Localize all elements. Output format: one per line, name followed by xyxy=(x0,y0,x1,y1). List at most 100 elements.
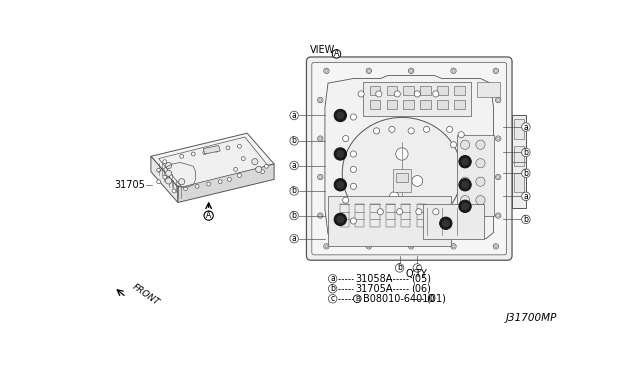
Circle shape xyxy=(290,211,298,220)
Text: FRONT: FRONT xyxy=(130,282,161,307)
Circle shape xyxy=(390,192,399,201)
Text: a: a xyxy=(292,234,296,243)
Text: (05): (05) xyxy=(411,274,431,284)
Ellipse shape xyxy=(342,118,461,229)
Bar xyxy=(458,135,494,216)
Circle shape xyxy=(324,244,329,249)
Circle shape xyxy=(195,185,199,188)
Circle shape xyxy=(376,91,382,97)
Circle shape xyxy=(447,126,452,132)
Circle shape xyxy=(237,144,241,148)
Circle shape xyxy=(207,182,211,186)
Text: b: b xyxy=(397,263,402,272)
Circle shape xyxy=(166,170,172,176)
Circle shape xyxy=(350,151,356,157)
Text: b: b xyxy=(292,211,296,220)
Circle shape xyxy=(410,245,413,248)
Circle shape xyxy=(334,109,346,122)
Circle shape xyxy=(522,123,530,131)
Bar xyxy=(340,204,349,227)
Circle shape xyxy=(163,175,166,179)
Bar xyxy=(420,100,431,109)
Circle shape xyxy=(367,245,371,248)
Text: A: A xyxy=(334,49,339,58)
Circle shape xyxy=(350,114,356,120)
Circle shape xyxy=(460,158,470,168)
Circle shape xyxy=(394,91,401,97)
Circle shape xyxy=(389,126,395,132)
Circle shape xyxy=(214,148,218,152)
Text: a: a xyxy=(292,111,296,120)
Bar xyxy=(515,173,524,192)
Circle shape xyxy=(334,179,346,191)
Circle shape xyxy=(461,202,469,210)
Circle shape xyxy=(522,169,530,177)
Circle shape xyxy=(342,135,349,142)
Circle shape xyxy=(452,245,455,248)
Circle shape xyxy=(337,112,344,119)
Text: a: a xyxy=(524,122,528,132)
Circle shape xyxy=(366,68,371,74)
Circle shape xyxy=(397,209,403,215)
Circle shape xyxy=(358,91,364,97)
Circle shape xyxy=(317,213,323,218)
Circle shape xyxy=(408,244,414,249)
Bar xyxy=(401,204,410,227)
Circle shape xyxy=(433,91,439,97)
Circle shape xyxy=(191,152,195,156)
FancyBboxPatch shape xyxy=(307,57,512,260)
Circle shape xyxy=(459,155,471,168)
Text: c: c xyxy=(415,263,419,272)
Bar xyxy=(387,86,397,96)
Circle shape xyxy=(325,69,328,73)
Text: 31058A: 31058A xyxy=(356,274,393,284)
Bar xyxy=(386,204,395,227)
Circle shape xyxy=(378,209,383,215)
Bar xyxy=(515,119,524,139)
Polygon shape xyxy=(159,137,268,187)
Circle shape xyxy=(459,179,471,191)
Circle shape xyxy=(461,158,469,166)
Bar xyxy=(515,146,524,166)
Circle shape xyxy=(226,146,230,150)
Bar xyxy=(422,204,484,239)
Circle shape xyxy=(332,49,340,58)
Circle shape xyxy=(367,69,371,73)
Circle shape xyxy=(353,295,361,302)
Text: b: b xyxy=(292,186,296,195)
Circle shape xyxy=(497,137,500,140)
Text: a: a xyxy=(330,274,335,283)
Text: b: b xyxy=(524,169,529,178)
Text: 31705A: 31705A xyxy=(356,284,393,294)
Circle shape xyxy=(408,68,414,74)
Circle shape xyxy=(522,215,530,224)
Circle shape xyxy=(163,160,166,164)
Circle shape xyxy=(180,154,184,158)
Bar xyxy=(403,86,414,96)
Circle shape xyxy=(451,142,456,148)
Circle shape xyxy=(290,137,298,145)
Circle shape xyxy=(252,158,258,165)
Circle shape xyxy=(494,69,497,73)
Circle shape xyxy=(337,150,344,158)
Circle shape xyxy=(495,97,501,103)
Circle shape xyxy=(459,200,471,212)
Text: (06): (06) xyxy=(411,284,431,294)
Circle shape xyxy=(451,244,456,249)
Circle shape xyxy=(324,68,329,74)
Circle shape xyxy=(157,168,161,172)
Circle shape xyxy=(334,148,346,160)
Circle shape xyxy=(497,176,500,179)
Circle shape xyxy=(460,196,470,205)
Text: b: b xyxy=(330,284,335,293)
Circle shape xyxy=(476,177,485,186)
Circle shape xyxy=(522,192,530,201)
Text: 31705: 31705 xyxy=(114,180,145,190)
Circle shape xyxy=(203,151,207,154)
Bar xyxy=(454,100,465,109)
Text: b: b xyxy=(524,215,529,224)
Circle shape xyxy=(218,180,222,184)
Polygon shape xyxy=(325,76,493,239)
Circle shape xyxy=(476,196,485,205)
Circle shape xyxy=(328,285,337,293)
